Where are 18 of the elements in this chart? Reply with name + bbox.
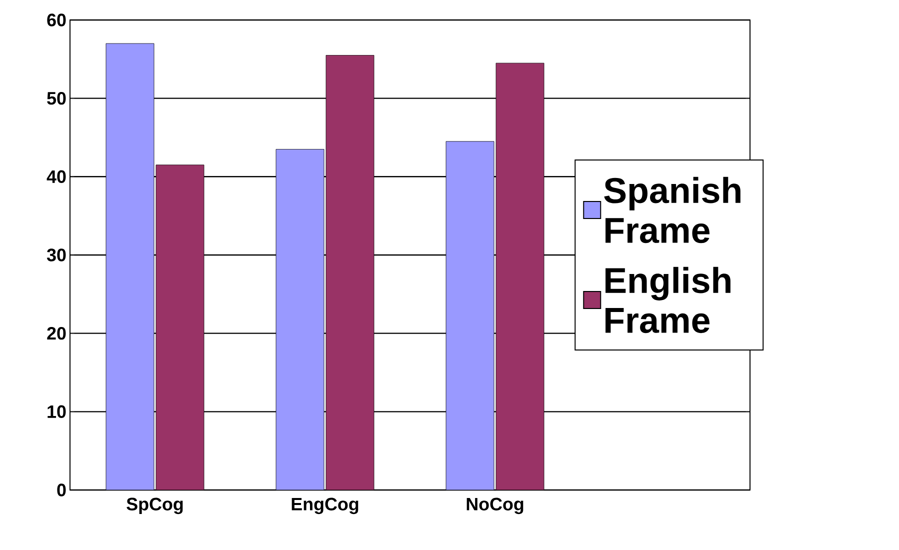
- legend-label: English Frame: [606, 266, 730, 334]
- y-tick-label: 50: [47, 92, 66, 105]
- x-tick-label: EngCog: [292, 498, 358, 514]
- bar: [156, 164, 204, 490]
- bar: [446, 141, 494, 490]
- x-tick-label: NoCog: [466, 498, 524, 514]
- y-tick-label: 60: [47, 14, 66, 26]
- legend-label: Spanish Frame: [604, 176, 740, 244]
- bar: [496, 62, 544, 490]
- y-tick-label: 40: [46, 170, 66, 184]
- bar: [326, 55, 374, 490]
- y-tick-label: 20: [47, 326, 66, 340]
- y-tick-label: 10: [48, 405, 66, 418]
- x-tick-label: SpCog: [126, 498, 183, 514]
- bar: [106, 43, 154, 490]
- y-tick-label: 0: [57, 484, 66, 496]
- y-tick-label: 30: [46, 248, 66, 262]
- bar: [276, 149, 324, 490]
